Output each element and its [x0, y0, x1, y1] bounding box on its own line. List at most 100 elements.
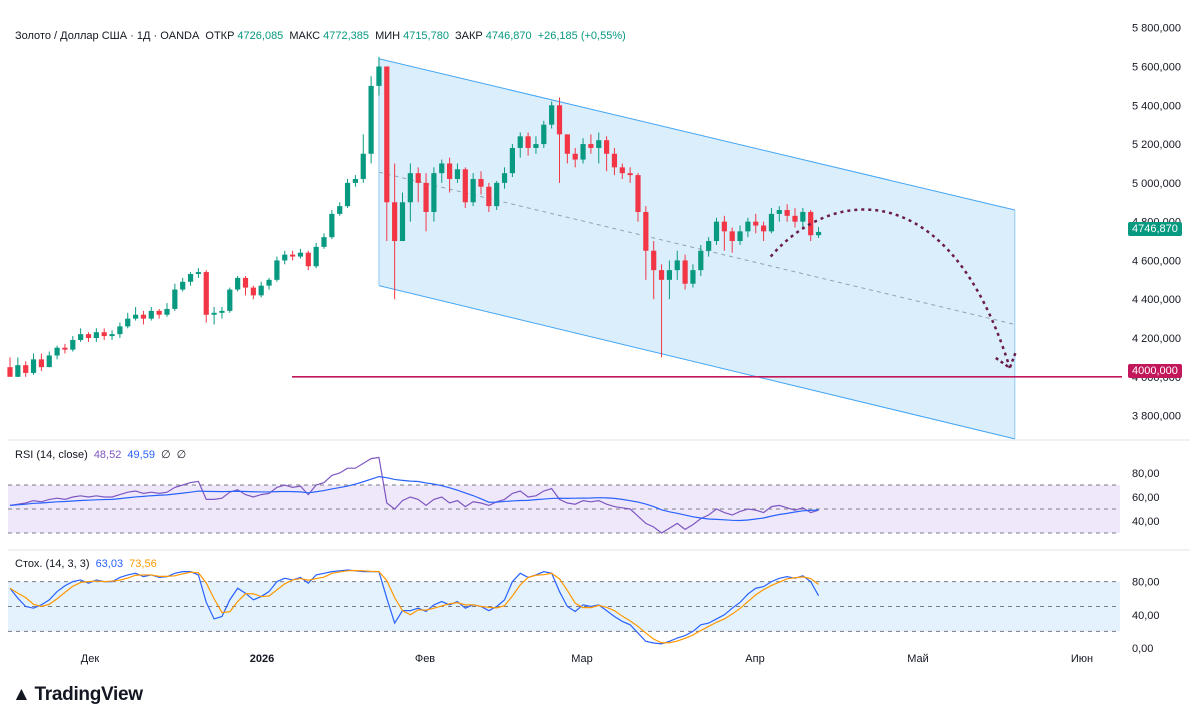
candle-body [148, 310, 154, 319]
candle-body [658, 270, 665, 280]
candle-body [572, 153, 578, 160]
time-tick-label: Фев [415, 653, 435, 665]
tradingview-logo[interactable]: ▲ TradingView [12, 684, 143, 706]
candle-body [352, 178, 358, 183]
channel-fill [378, 58, 1015, 439]
price-tick-label: 5 000,000 [1132, 178, 1181, 190]
candle-body [713, 221, 720, 242]
candle-body [297, 252, 304, 257]
candle-body [761, 225, 767, 232]
candle-body [109, 334, 115, 337]
candle-body [78, 334, 84, 340]
candle-body [643, 211, 649, 251]
open-label: ОТКР [205, 30, 235, 42]
candle-body [15, 365, 21, 377]
candle-body [274, 260, 280, 280]
candle-body [808, 211, 814, 236]
tv-logo-icon: ▲ [12, 684, 31, 705]
candle-body [454, 169, 461, 179]
rsi-extra-2: ∅ [176, 449, 187, 461]
candle-body [407, 173, 413, 203]
channel-mid-line [378, 171, 1015, 325]
candle-body [242, 277, 249, 288]
projection-path [769, 208, 1011, 369]
indicator-main-line [9, 569, 820, 645]
candle-body [235, 277, 241, 290]
rsi-legend[interactable]: RSI (14, close) 48,52 49,59 ∅ ∅ [15, 448, 189, 461]
candle-body [23, 365, 29, 373]
candle-body [85, 334, 92, 339]
indicator-signal-line [9, 475, 819, 522]
rsi-pane: 80,00 60,00 40,00 [8, 456, 1160, 534]
candle-body [768, 213, 775, 232]
candle-body [470, 178, 476, 203]
rsi-ma-value: 49,59 [127, 449, 155, 461]
candle-body [431, 173, 437, 212]
rsi-label: RSI (14, close) [15, 449, 88, 461]
brand-name: TradingView [34, 684, 144, 705]
candle-body [125, 318, 131, 327]
candle-body [564, 134, 570, 154]
candle-body [38, 359, 44, 368]
candle-body [706, 241, 712, 251]
candle-body [7, 367, 13, 377]
symbol-title[interactable]: Золото / Доллар США · 1Д · OANDA [15, 30, 200, 42]
price-tick-label: 5 600,000 [1132, 61, 1181, 73]
time-tick-label: Мар [571, 653, 593, 665]
candle-body [494, 182, 500, 207]
candle-body [635, 175, 641, 212]
symbol-header: Золото / Доллар США · 1Д · OANDA ОТКР 472… [15, 30, 629, 42]
candle-body [729, 231, 735, 242]
candle-body [462, 169, 468, 203]
candle-body [580, 144, 586, 160]
candle-body [368, 85, 374, 154]
candle-body [737, 231, 743, 242]
time-tick-label: Май [907, 653, 929, 665]
candle-body [447, 163, 453, 179]
candle-body [266, 279, 272, 286]
candle-body [180, 281, 186, 290]
candle-body [156, 310, 162, 315]
stoch-k-value: 63,03 [95, 558, 124, 570]
stoch-d-value: 73,56 [129, 558, 157, 570]
candle-body [784, 210, 790, 216]
projection-arrow[interactable] [769, 208, 1017, 370]
indicator-tick-label: 40,00 [1132, 610, 1160, 622]
candle-body [753, 221, 759, 226]
time-tick-label: 2026 [250, 653, 274, 665]
stoch-legend[interactable]: Стох. (14, 3, 3) 63,03 73,56 [15, 558, 160, 570]
candle-body [666, 270, 672, 280]
stoch-label: Стох. (14, 3, 3) [15, 558, 90, 570]
rsi-extra-1: ∅ [161, 449, 171, 461]
channel-upper-line [378, 58, 1015, 211]
candle-body [627, 173, 633, 176]
candle-body [227, 289, 233, 311]
candle-body [690, 270, 696, 284]
last-price-badge: 4746,870 [1128, 222, 1182, 236]
indicator-tick-label: 80,00 [1132, 577, 1160, 589]
indicator-signal-line [9, 569, 819, 644]
indicator-tick-label: 60,00 [1132, 492, 1160, 504]
candle-body [101, 332, 107, 337]
indicator-tick-label: 80,00 [1132, 468, 1160, 480]
candle-body [70, 339, 76, 350]
candle-body [439, 163, 445, 174]
price-tick-label: 5 200,000 [1132, 139, 1181, 151]
candle-body [30, 359, 37, 373]
candle-body [651, 250, 657, 271]
time-tick-label: Апр [745, 653, 764, 665]
price-channel[interactable] [378, 58, 1016, 440]
candle-body [337, 206, 343, 214]
candle-body [596, 140, 602, 148]
time-axis[interactable]: Дек 2026 Фев Мар Апр Май Июн [81, 653, 1093, 665]
candle-body [117, 326, 123, 335]
candle-body [674, 260, 680, 271]
candles [7, 56, 822, 377]
close-label: ЗАКР [455, 30, 483, 42]
candle-body [525, 136, 531, 148]
candle-body [604, 140, 610, 154]
candle-body [54, 347, 60, 356]
candle-body [195, 272, 201, 275]
candle-body [792, 215, 798, 222]
